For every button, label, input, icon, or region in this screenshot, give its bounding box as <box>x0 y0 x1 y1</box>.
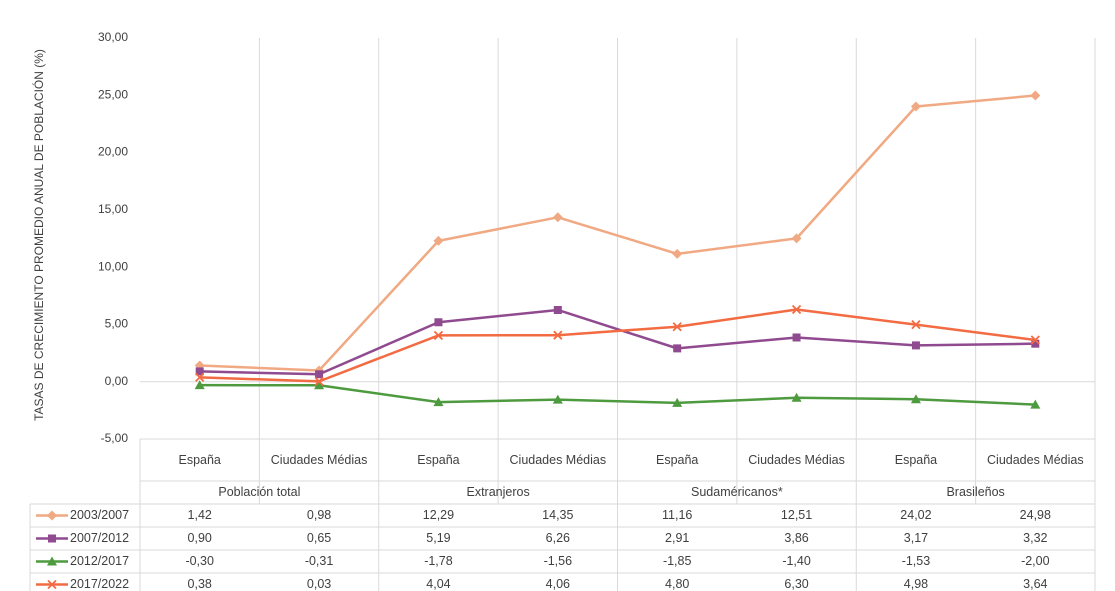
x-tick-label: España <box>894 453 938 468</box>
marker <box>434 318 443 327</box>
table-value: 24,98 <box>1019 508 1051 523</box>
marker <box>194 380 205 390</box>
marker <box>672 397 683 407</box>
group-label: Sudaméricanos* <box>691 485 783 500</box>
table-value: 0,38 <box>187 577 212 591</box>
x-tick-label: Ciudades Médias <box>748 453 845 468</box>
series-line <box>199 308 1036 376</box>
legend-marker <box>47 579 57 590</box>
marker <box>433 235 444 246</box>
marker <box>1030 335 1040 345</box>
legend-label: 2003/2007 <box>70 508 130 523</box>
legend-marker <box>47 556 57 566</box>
table-value: 4,98 <box>903 577 929 591</box>
marker <box>791 304 802 315</box>
table-value: 11,16 <box>662 508 693 523</box>
marker <box>672 322 682 332</box>
table-value: 0,90 <box>187 531 212 546</box>
legend-marker <box>47 510 57 521</box>
table-value: 6,30 <box>784 577 809 591</box>
y-axis-label: TASAS DE CRECIMIENTO PROMEDIO ANUAL DE P… <box>31 49 46 421</box>
table-value: 6,26 <box>545 531 570 546</box>
marker <box>792 333 801 342</box>
legend-label: 2007/2012 <box>70 531 130 546</box>
x-tick-label: Ciudades Médias <box>987 453 1084 468</box>
table-value: -0,30 <box>185 554 214 569</box>
x-tick-label: Ciudades Médias <box>509 453 607 468</box>
marker <box>314 380 325 390</box>
marker <box>911 341 920 350</box>
table-value: -1,40 <box>782 554 811 569</box>
y-tick-label: 5,00 <box>105 317 129 331</box>
marker <box>195 372 205 382</box>
marker <box>553 305 562 314</box>
table-value: 4,80 <box>665 577 690 591</box>
table-value: 0,65 <box>306 531 332 546</box>
y-tick-label: 30,00 <box>98 30 128 44</box>
marker <box>1030 399 1041 409</box>
table-value: 3,86 <box>784 531 809 546</box>
table-value: -1,85 <box>662 554 692 569</box>
table-value: 4,06 <box>545 577 570 591</box>
table-value: 5,19 <box>426 531 451 546</box>
x-tick-label: España <box>655 453 699 468</box>
table-value: -2,00 <box>1021 554 1050 569</box>
y-tick-label: 0,00 <box>105 374 129 388</box>
y-tick-label: -5,00 <box>101 431 129 445</box>
table-value: -1,56 <box>543 554 573 569</box>
table-value: 4,04 <box>426 577 451 591</box>
marker <box>1030 90 1041 101</box>
marker <box>672 248 683 259</box>
legend-label: 2012/2017 <box>70 554 130 569</box>
marker <box>433 330 444 341</box>
table-value: 24,02 <box>900 508 932 523</box>
marker <box>433 397 444 407</box>
marker <box>911 320 921 330</box>
x-tick-label: Ciudades Médias <box>270 453 368 468</box>
marker <box>314 376 324 387</box>
marker <box>910 101 921 112</box>
table-value: -0,31 <box>304 554 334 569</box>
table-value: 3,64 <box>1023 577 1048 591</box>
legend-marker <box>48 534 56 543</box>
marker <box>791 392 802 402</box>
marker <box>552 212 563 223</box>
series-line <box>199 383 1036 406</box>
series-line <box>199 308 1036 383</box>
marker <box>315 370 324 379</box>
marker <box>1031 339 1040 348</box>
y-tick-label: 25,00 <box>98 87 128 101</box>
y-tick-label: 15,00 <box>98 202 128 216</box>
table-value: 2,91 <box>665 531 690 546</box>
table-value: 3,17 <box>903 531 929 546</box>
marker <box>552 394 563 404</box>
table-value: -1,53 <box>901 554 931 569</box>
table-value: 0,98 <box>306 508 332 523</box>
x-tick-label: España <box>178 453 221 468</box>
marker <box>553 330 563 340</box>
marker <box>195 367 204 376</box>
table-value: 12,51 <box>780 508 813 523</box>
marker <box>791 233 802 244</box>
group-label: Extranjeros <box>466 485 530 500</box>
marker <box>673 344 682 353</box>
table-value: 14,35 <box>542 508 574 523</box>
group-label: Brasileños <box>946 485 1005 500</box>
table-value: -1,78 <box>424 554 453 569</box>
group-label: Población total <box>218 485 301 500</box>
legend-label: 2017/2022 <box>70 577 130 591</box>
y-tick-label: 10,00 <box>98 259 128 273</box>
x-tick-label: España <box>417 453 460 468</box>
table-value: 12,29 <box>422 508 455 523</box>
table-value: 0,03 <box>306 577 332 591</box>
series-line <box>199 94 1036 372</box>
y-tick-label: 20,00 <box>98 145 128 159</box>
table-value: 1,42 <box>187 508 212 523</box>
marker <box>910 394 921 404</box>
table-value: 3,32 <box>1023 531 1048 546</box>
